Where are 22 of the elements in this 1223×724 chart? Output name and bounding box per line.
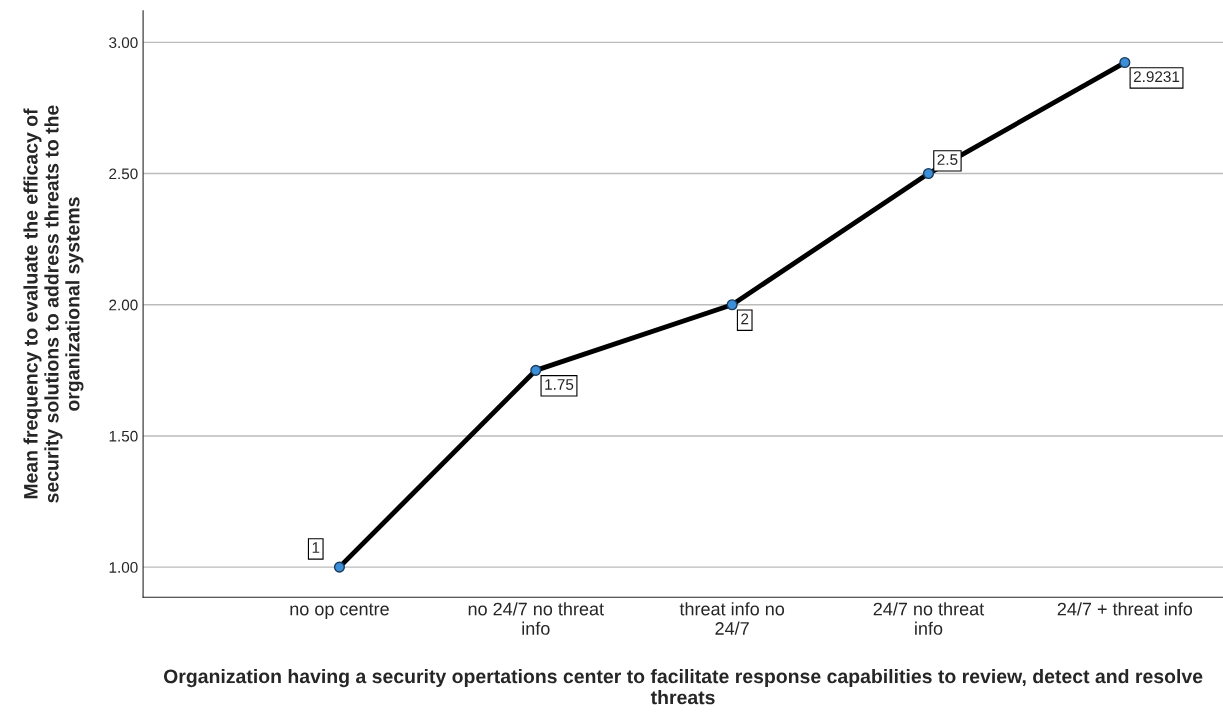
data-label: 2.5 bbox=[937, 154, 958, 165]
point bbox=[333, 561, 345, 573]
x-tick-label: 24/7 no threat info bbox=[873, 602, 985, 635]
y-tick-label: 2.00 bbox=[109, 299, 138, 311]
y-tick-label: 2.50 bbox=[109, 168, 138, 180]
y-axis-title: Mean frequency to evaluate the efficacy of security solutions to address threats to the organizational systems bbox=[23, 105, 84, 503]
x-tick-label: no 24/7 no threat info bbox=[468, 602, 604, 635]
y-tick-label: 3.00 bbox=[109, 37, 138, 49]
x-tick-label: 24/7 + threat info bbox=[1057, 602, 1193, 616]
point bbox=[1119, 56, 1131, 69]
point bbox=[726, 299, 738, 311]
y-tick-label: 1.00 bbox=[109, 561, 138, 573]
point bbox=[922, 167, 935, 180]
data-label: 2 bbox=[741, 313, 749, 325]
y-tick-label: 1.50 bbox=[109, 430, 138, 442]
x-tick-label: no op centre bbox=[290, 603, 389, 619]
data-label: 1 bbox=[312, 542, 320, 553]
x-tick-label: threat info no 24/7 bbox=[679, 602, 785, 635]
x-axis-title: Organization having a security opertations center to facilitate response capabilities to review, detect and resolve threats bbox=[163, 669, 1203, 705]
data-label: 2.9231 bbox=[1133, 71, 1180, 83]
point bbox=[530, 364, 542, 376]
data-label: 1.75 bbox=[545, 379, 574, 390]
